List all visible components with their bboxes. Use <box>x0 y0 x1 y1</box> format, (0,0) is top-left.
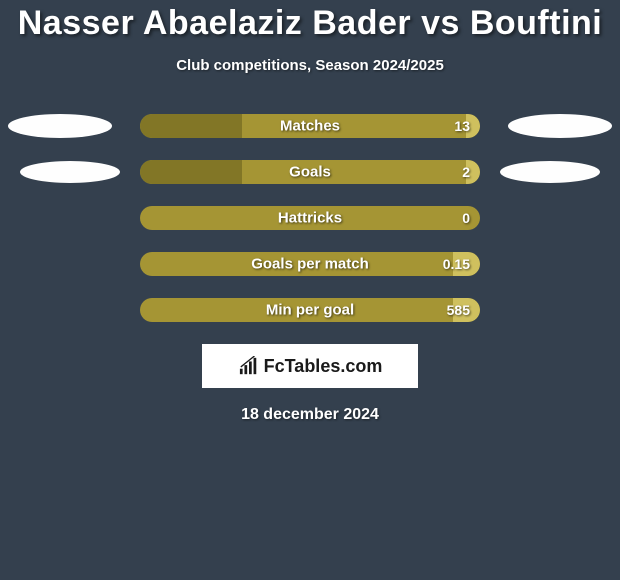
stat-value-right: 0 <box>462 210 470 226</box>
stat-rows: Matches 13 Goals 2 Hattricks 0 Goals per match… <box>0 114 620 322</box>
player-right-marker <box>500 161 600 183</box>
stat-row: Goals 2 <box>0 160 620 184</box>
stat-value-right: 585 <box>447 302 470 318</box>
page-title: Nasser Abaelaziz Bader vs Bouftini <box>0 4 620 43</box>
stat-label: Min per goal <box>266 302 354 319</box>
player-left-marker <box>20 161 120 183</box>
brand-badge: FcTables.com <box>202 344 418 388</box>
stat-value-right: 2 <box>462 164 470 180</box>
stat-row: Hattricks 0 <box>0 206 620 230</box>
player-right-marker <box>508 114 612 138</box>
stat-label: Matches <box>280 118 340 135</box>
stat-bar: Hattricks 0 <box>140 206 480 230</box>
infographic-container: Nasser Abaelaziz Bader vs Bouftini Club … <box>0 0 620 424</box>
stat-label: Goals <box>289 164 331 181</box>
stat-bar: Goals per match 0.15 <box>140 252 480 276</box>
brand-text: FcTables.com <box>264 356 383 377</box>
bar-left-fill <box>140 160 242 184</box>
date-text: 18 december 2024 <box>0 406 620 424</box>
stat-label: Hattricks <box>278 210 342 227</box>
stat-row: Goals per match 0.15 <box>0 252 620 276</box>
stat-value-right: 0.15 <box>443 256 470 272</box>
stat-row: Min per goal 585 <box>0 298 620 322</box>
stat-row: Matches 13 <box>0 114 620 138</box>
chart-icon <box>238 356 260 376</box>
stat-bar: Matches 13 <box>140 114 480 138</box>
bar-left-fill <box>140 114 242 138</box>
player-left-marker <box>8 114 112 138</box>
stat-bar: Goals 2 <box>140 160 480 184</box>
stat-value-right: 13 <box>454 118 470 134</box>
subtitle: Club competitions, Season 2024/2025 <box>0 57 620 74</box>
stat-bar: Min per goal 585 <box>140 298 480 322</box>
stat-label: Goals per match <box>251 256 369 273</box>
